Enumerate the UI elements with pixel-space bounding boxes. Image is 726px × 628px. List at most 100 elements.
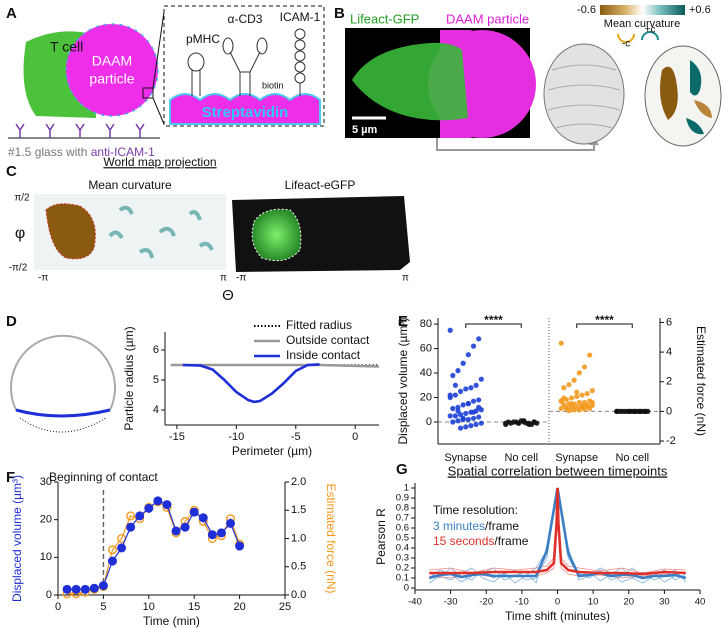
y2-tick-label: 4 [666,346,672,358]
curvature-patch [694,100,712,118]
annotation: Time resolution: [433,503,518,517]
data-point [98,581,108,591]
data-point [447,413,453,419]
x-tick-label: -15 [169,431,185,443]
series-line [67,500,241,590]
contour-sketch [10,334,116,433]
y2-tick-label: 0 [666,405,672,417]
x-tick-label: 5 [100,601,106,613]
colorbar [600,5,685,15]
panel-c: C World map projection Mean curvature Li… [6,155,410,304]
data-point [447,327,453,333]
data-point [476,336,482,342]
channel-label: Lifeact-GFP [350,11,419,26]
y2-tick-label: 0.5 [291,561,306,573]
x-tick-label: 15 [188,601,200,613]
x-tick-label: Synapse [444,452,487,464]
data-point [473,421,479,428]
channel-label: DAAM particle [446,11,529,26]
x-tick-label: No cell [615,452,649,464]
data-point [207,530,217,540]
panel-label: A [6,5,17,22]
streptavidin-label: Streptavidin [202,104,289,121]
x-tick-label: 0 [55,601,61,613]
data-point [455,418,461,424]
data-point [576,370,582,376]
data-point [460,402,466,408]
annotation-highlight: 3 minutes [433,519,485,533]
x-tick-label: -20 [479,597,493,608]
curvature-patch [686,60,704,135]
data-point [637,408,643,414]
data-point [226,518,236,528]
data-point [455,404,461,410]
data-point [162,500,172,510]
data-point [508,420,514,426]
y-tick-label: 0 [46,589,52,601]
legend-label: Inside contact [286,348,361,362]
x-tick-label: 10 [143,601,155,613]
anti-icam [15,123,145,138]
data-point [450,372,456,379]
map-title: Lifeact-eGFP [285,178,356,192]
y2-tick-label: -2 [666,435,676,447]
data-point [558,398,564,404]
data-point [89,583,99,593]
data-point [71,584,81,594]
x-range-label: π [220,273,227,284]
y-tick-label: 0.7 [396,513,409,524]
y-tick-label: 10 [40,551,52,563]
series-line [170,363,380,368]
data-point [463,424,469,430]
y2-tick-label: 1.5 [291,504,306,516]
x-tick-label: 0 [555,597,560,608]
y2-tick-label: 6 [666,316,672,328]
data-point [189,507,199,517]
curvature-sphere [644,45,722,147]
data-point [452,413,458,419]
neg-label: -c [622,39,630,50]
data-point [457,388,464,394]
colorbar-max: +0.6 [689,4,711,16]
data-point [463,386,469,392]
y-axis-label: Pearson R [374,508,388,565]
y-axis-label: φ [15,225,25,242]
data-point [521,419,527,425]
data-point [452,392,458,398]
data-point [468,423,474,429]
data-point [526,420,532,426]
mesh-lines [547,64,621,129]
y2-tick-label: 2 [666,376,672,388]
curvature-texture [108,205,214,259]
x-tick-label: 0 [352,431,358,443]
panel-a: A T cell DAAM particle Streptavidin pMHC… [6,5,325,159]
data-point [473,382,479,388]
y-tick-label: 0 [426,416,432,428]
data-point [80,584,90,594]
x-tick-label: 20 [623,597,634,608]
data-point [584,391,590,397]
data-point [614,408,620,414]
data-point [574,389,580,395]
data-point [126,522,136,532]
x-tick-label: 25 [279,601,291,613]
y-tick-label: 5 [153,374,159,386]
data-point [455,368,461,374]
panel-label: E [398,313,408,330]
x-tick-label: 30 [659,597,670,608]
glass-label: #1.5 glass with anti-ICAM-1 [8,145,155,159]
neg-curve [617,33,635,43]
x-tick-label: -30 [444,597,458,608]
data-point [135,511,145,521]
annotation-text: /frame [494,534,528,548]
colorbar-title: Mean curvature [604,18,680,30]
zoom-frame [163,5,325,127]
x-tick-label: 10 [588,597,599,608]
pos-label: +c [645,25,656,36]
x-tick-label: Synapse [555,452,598,464]
legend-label: Fitted radius [286,318,352,332]
y2-axis-label: Estimated force (nN) [694,326,708,436]
mesh-sphere [543,43,625,145]
y-tick-label: 0.5 [396,533,409,544]
